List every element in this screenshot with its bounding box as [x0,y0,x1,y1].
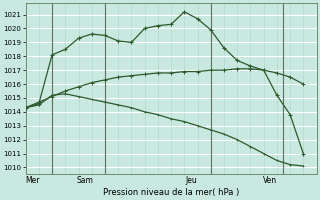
X-axis label: Pression niveau de la mer( hPa ): Pression niveau de la mer( hPa ) [103,188,239,197]
